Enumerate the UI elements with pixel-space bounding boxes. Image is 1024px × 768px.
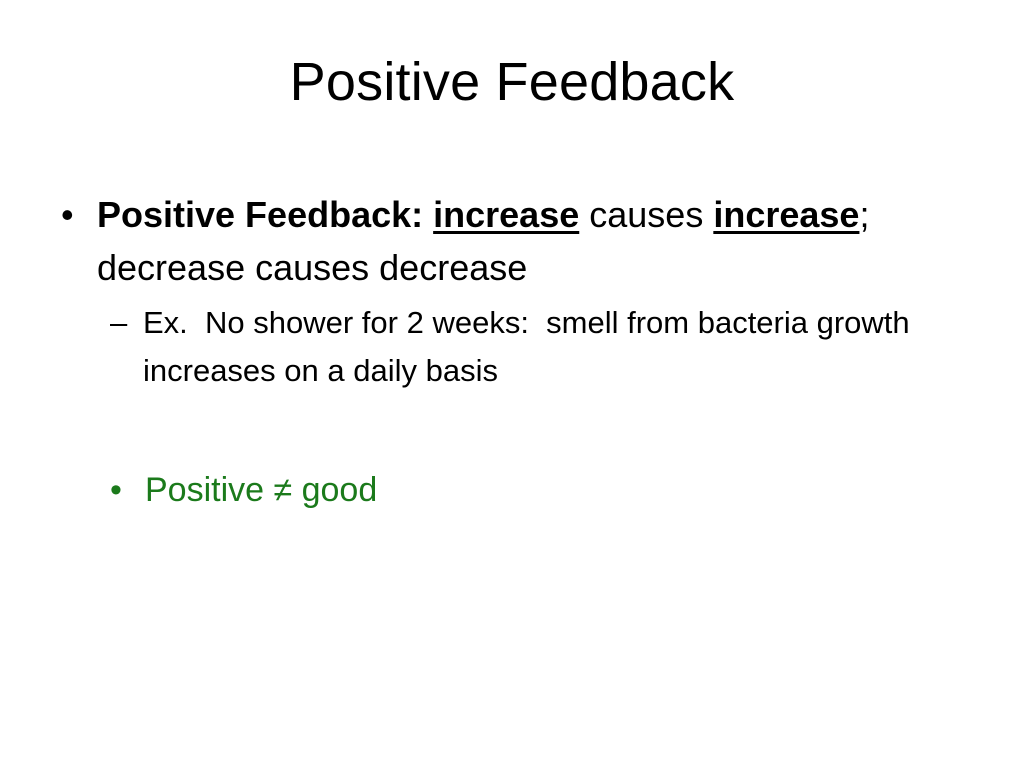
run-increase-second: increase (713, 194, 860, 235)
subbullet-text: Ex. No shower for 2 weeks: smell from ba… (143, 304, 919, 388)
bullet-text: Positive Feedback: increase causes incre… (97, 188, 942, 295)
slide-body: • Positive Feedback: increase causes inc… (55, 188, 955, 516)
subbullet-shower-example: – Ex. No shower for 2 weeks: smell from … (55, 299, 955, 396)
page-title: Positive Feedback (289, 52, 735, 112)
bullet-dash-icon: – (110, 304, 128, 340)
run-causes: causes (579, 194, 714, 235)
bullet-green-text: Positive ≠ good (145, 471, 378, 510)
bullet-positive-feedback-definition: • Positive Feedback: increase causes inc… (55, 188, 955, 295)
bullet-dot-green-icon: • (110, 471, 122, 510)
bullet-dot-icon: • (61, 194, 74, 235)
run-decrease-clause: ; decrease causes decrease (97, 194, 870, 289)
run-increase-first: increase (433, 194, 580, 235)
bullet-positive-not-equal-good: • Positive ≠ good (55, 465, 955, 515)
run-label-positive-feedback: Positive Feedback: (97, 194, 434, 235)
